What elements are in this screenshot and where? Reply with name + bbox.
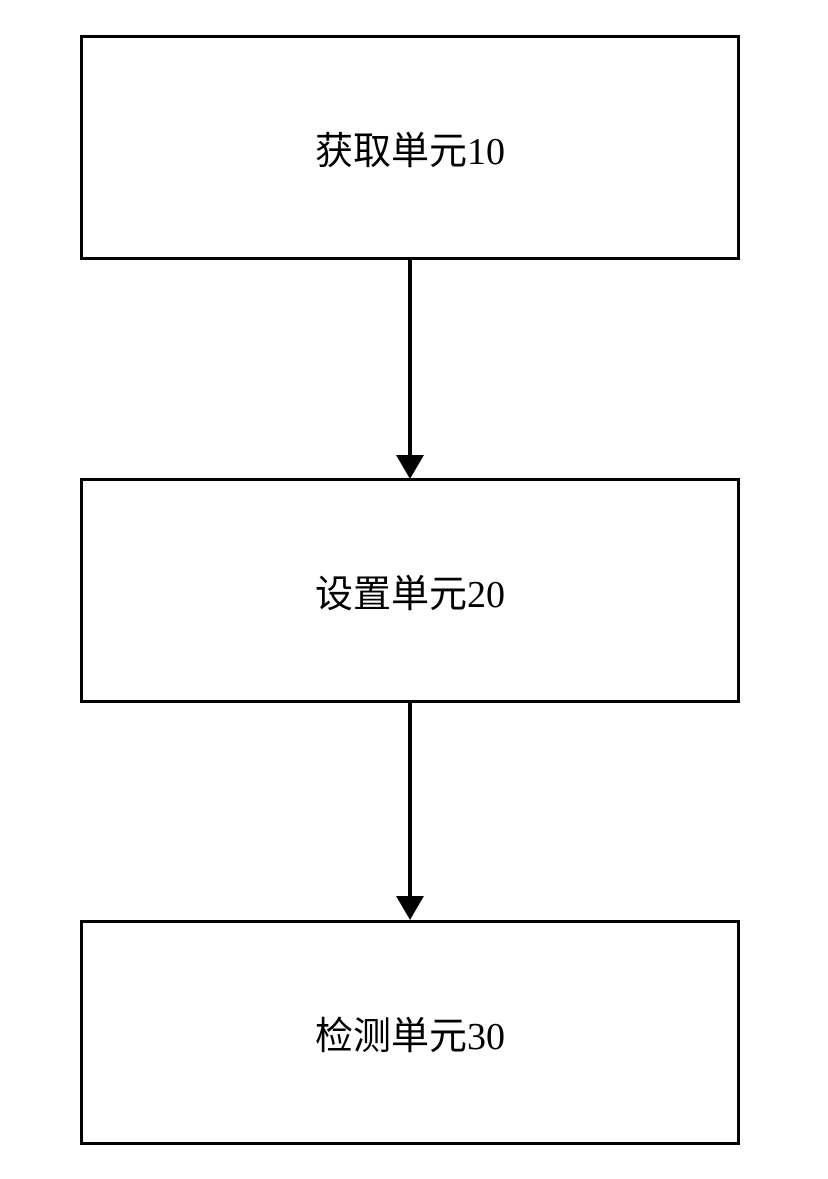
flowchart-node-detect: 检测単元30: [80, 920, 740, 1145]
arrow-line: [408, 260, 412, 460]
arrow-head-down-icon: [396, 455, 424, 479]
node-label: 获取単元10: [315, 120, 505, 175]
arrow-head-down-icon: [396, 896, 424, 920]
node-label: 设置単元20: [315, 563, 505, 618]
flowchart-node-setup: 设置単元20: [80, 478, 740, 703]
node-label: 检测単元30: [315, 1005, 505, 1060]
flowchart-node-acquire: 获取単元10: [80, 35, 740, 260]
arrow-line: [408, 703, 412, 898]
